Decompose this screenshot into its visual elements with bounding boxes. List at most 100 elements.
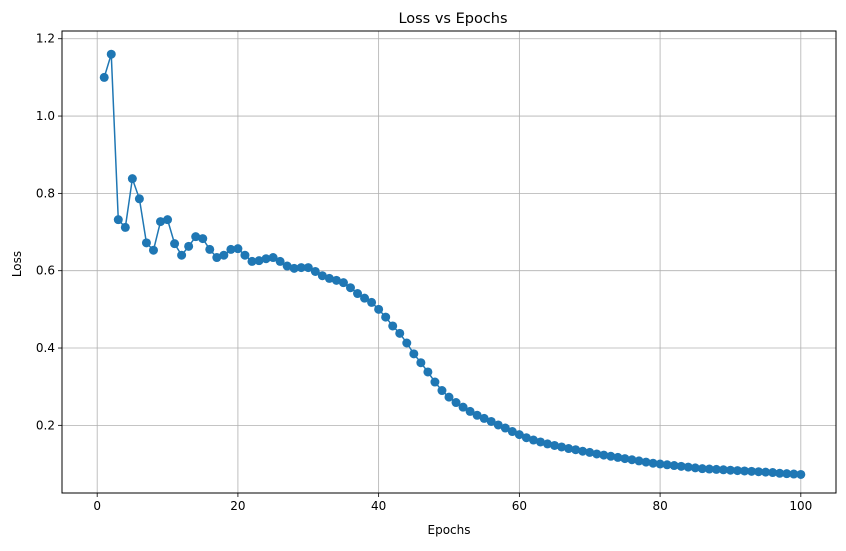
- x-tick-label: 60: [512, 499, 527, 513]
- data-point: [388, 321, 398, 331]
- data-point: [374, 304, 384, 314]
- x-tick-label: 40: [371, 499, 386, 513]
- data-point: [543, 439, 553, 449]
- data-point: [711, 464, 721, 474]
- data-point: [177, 250, 187, 260]
- data-point: [338, 278, 348, 288]
- data-point: [697, 464, 707, 474]
- data-point: [564, 444, 574, 454]
- ticks: 0 20 40 60 80 100 0.2 0.4 0.6 0.8 1.0 1.2: [36, 32, 812, 513]
- data-point: [458, 402, 468, 412]
- x-tick-label: 0: [93, 499, 101, 513]
- data-point: [599, 450, 609, 460]
- x-axis-label: Epochs: [428, 523, 471, 537]
- data-point: [191, 232, 201, 242]
- data-point: [521, 433, 531, 443]
- data-point: [120, 222, 130, 232]
- data-point: [500, 423, 510, 433]
- data-point: [535, 437, 545, 447]
- data-point: [331, 275, 341, 285]
- data-point: [789, 469, 799, 479]
- data-point: [690, 463, 700, 473]
- data-point: [592, 449, 602, 459]
- data-point: [718, 465, 728, 475]
- data-point: [184, 241, 194, 251]
- data-point: [268, 253, 278, 263]
- y-tick-label: 1.0: [36, 109, 55, 123]
- data-point: [782, 469, 792, 479]
- data-point: [725, 465, 735, 475]
- y-tick-label: 0.8: [36, 186, 55, 200]
- data-point: [507, 427, 517, 437]
- data-point: [367, 297, 377, 307]
- data-point: [775, 468, 785, 478]
- y-axis-label: Loss: [10, 251, 24, 277]
- data-point: [360, 293, 370, 303]
- data-point: [493, 420, 503, 430]
- data-point: [465, 406, 475, 416]
- data-point: [99, 72, 109, 82]
- data-point: [148, 245, 158, 255]
- data-point: [416, 358, 426, 368]
- series-layer: [99, 49, 806, 479]
- data-point: [141, 238, 151, 248]
- data-point: [648, 458, 658, 468]
- data-point: [423, 367, 433, 377]
- y-tick-label: 0.2: [36, 418, 55, 432]
- data-point: [381, 312, 391, 322]
- data-point: [662, 460, 672, 470]
- data-point: [634, 456, 644, 466]
- data-point: [219, 250, 229, 260]
- data-point: [704, 464, 714, 474]
- data-point: [430, 377, 440, 387]
- data-point: [156, 217, 166, 227]
- data-point: [528, 435, 538, 445]
- data-point: [676, 461, 686, 471]
- data-point: [198, 234, 208, 244]
- data-point: [353, 289, 363, 299]
- data-point: [768, 468, 778, 478]
- data-point: [732, 466, 742, 476]
- data-point: [310, 266, 320, 276]
- x-tick-label: 20: [230, 499, 245, 513]
- x-tick-label: 100: [789, 499, 812, 513]
- data-point: [134, 194, 144, 204]
- data-point: [106, 49, 116, 59]
- data-point: [641, 457, 651, 467]
- data-point: [317, 271, 327, 281]
- data-point: [606, 451, 616, 461]
- grid: [62, 31, 836, 493]
- data-point: [212, 253, 222, 263]
- data-point: [409, 349, 419, 359]
- data-point: [289, 263, 299, 273]
- data-point: [627, 455, 637, 465]
- data-point: [205, 244, 215, 254]
- data-point: [620, 454, 630, 464]
- chart-title: Loss vs Epochs: [398, 11, 507, 27]
- data-point: [240, 250, 250, 260]
- data-point: [233, 244, 243, 254]
- data-point: [740, 466, 750, 476]
- y-tick-label: 0.6: [36, 264, 55, 278]
- data-point: [345, 283, 355, 293]
- data-point: [557, 442, 567, 452]
- data-point: [254, 256, 264, 266]
- data-point: [451, 398, 461, 408]
- data-point: [683, 462, 693, 472]
- data-point: [761, 467, 771, 477]
- data-point: [669, 461, 679, 471]
- data-point: [402, 338, 412, 348]
- data-point: [261, 254, 271, 264]
- data-point: [578, 446, 588, 456]
- data-point: [486, 416, 496, 426]
- data-point: [303, 263, 313, 273]
- data-point: [324, 273, 334, 283]
- data-point: [472, 410, 482, 420]
- data-point: [163, 215, 173, 225]
- data-point: [275, 256, 285, 266]
- data-point: [747, 466, 757, 476]
- data-point: [395, 328, 405, 338]
- data-point: [655, 459, 665, 469]
- data-point: [282, 261, 292, 271]
